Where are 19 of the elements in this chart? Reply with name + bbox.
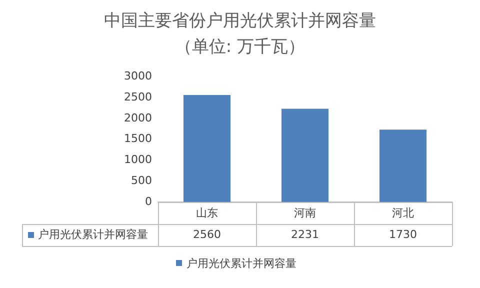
bar [281,108,329,202]
y-tick-label: 1000 [124,153,152,166]
y-tick-label: 1500 [124,132,152,146]
data-label: 2231 [291,228,319,241]
y-tick-label: 2000 [124,111,152,124]
chart-title: 中国主要省份户用光伏累计并网容量（单位: 万千瓦） [103,10,377,59]
y-tick-label: 3000 [124,69,152,82]
legend-label: 户用光伏累计并网容量 [38,228,148,241]
y-tick-label: 0 [145,194,152,208]
y-tick-label: 500 [131,174,152,187]
x-tick-label: 河北 [392,206,414,220]
bar [379,130,427,202]
y-tick-label: 2500 [124,90,152,104]
data-label: 1730 [389,228,417,241]
bar [183,94,231,202]
x-tick-label: 山东 [196,206,218,220]
text: 户用光伏累计并网容量 [186,256,296,270]
x-tick-label: 河南 [294,206,316,220]
data-label: 2560 [193,228,221,241]
